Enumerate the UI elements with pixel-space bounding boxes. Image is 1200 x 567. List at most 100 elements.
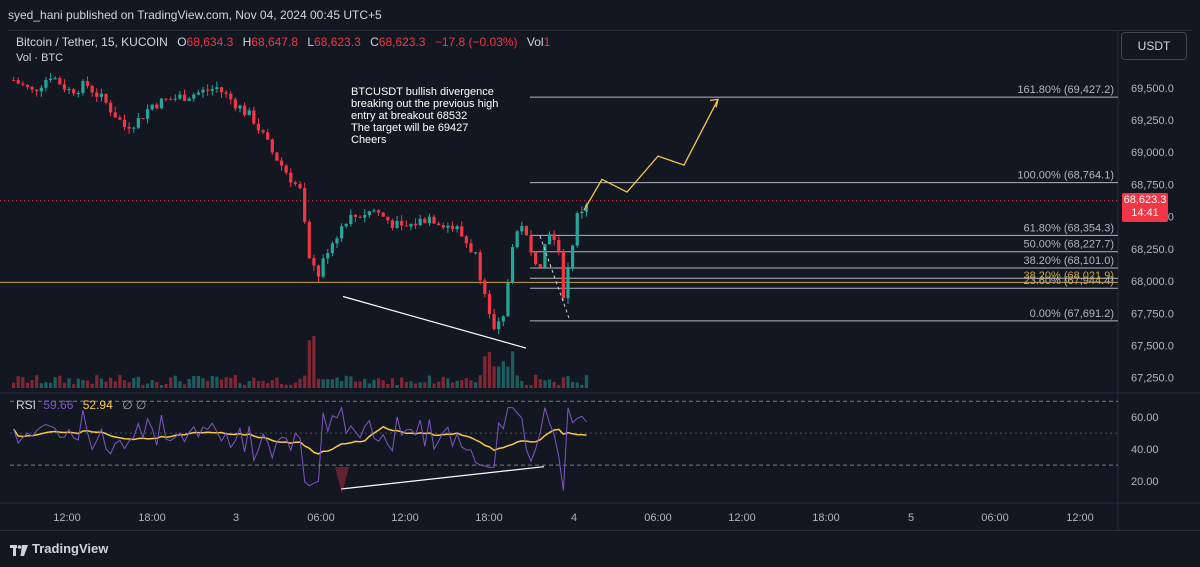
candle-body [298, 183, 302, 189]
volume-bar [524, 384, 529, 388]
volume-bar [229, 377, 233, 388]
volume-bar [372, 379, 376, 388]
volume-bar [446, 378, 450, 388]
candle-body [164, 98, 168, 100]
volume-bar [506, 366, 510, 388]
volume-bar [395, 384, 399, 388]
volume-bar [386, 384, 390, 388]
tradingview-logo[interactable]: TradingView [10, 541, 108, 557]
volume-bar [413, 383, 418, 388]
low-value: 68,623.3 [314, 35, 361, 49]
candle-body [363, 214, 367, 218]
note-line: Cheers [351, 134, 387, 146]
currency-button[interactable]: USDT [1121, 32, 1187, 60]
candle-body [400, 220, 404, 226]
candle-body [25, 84, 30, 87]
trend-drawings [340, 98, 719, 490]
candle-body [293, 182, 298, 184]
volume-bar [566, 376, 570, 388]
fib-level-label: 23.60% (67,944.4) [1023, 275, 1114, 287]
volume-bar [367, 383, 371, 388]
volume-bar [584, 375, 589, 388]
volume-bar [487, 351, 492, 388]
volume-bar [492, 366, 496, 388]
volume-bar [303, 375, 307, 388]
volume-bar [243, 384, 247, 388]
rsi-trendline [340, 466, 545, 490]
candle-body [219, 87, 224, 93]
candle-body [566, 267, 570, 299]
volume-bar [150, 380, 154, 388]
candle-body [196, 92, 200, 95]
volume-bar [501, 361, 505, 388]
volume-bar [192, 375, 196, 388]
candle-body [464, 236, 468, 244]
candle-body [330, 243, 334, 254]
note-line: breaking out the previous high [351, 98, 499, 110]
volume-bar [118, 375, 122, 388]
time-tick-label: 12:00 [1066, 512, 1094, 524]
candle-body [178, 94, 182, 99]
candle-body [118, 117, 122, 120]
price-tick-label: 67,750.0 [1131, 308, 1174, 320]
support-level [0, 200, 1118, 283]
volume-bar [312, 335, 316, 388]
candle-body [547, 234, 552, 245]
time-tick-label: 06:00 [307, 512, 335, 524]
volume-bar [353, 381, 358, 388]
candle-body [261, 130, 265, 133]
volume-bar [474, 382, 478, 388]
volume-bar [12, 382, 16, 388]
fib-level-label: 38.20% (68,101.0) [1023, 255, 1114, 267]
volume-bar [44, 382, 48, 388]
volume-bar [219, 379, 224, 388]
rsi-legend: RSI 59.66 52.94 ∅ ∅ [16, 398, 146, 412]
current-price-tag: 68,623.3 14:41 [1122, 193, 1168, 222]
fib-level-label: 100.00% (68,764.1) [1017, 170, 1114, 182]
price-tick-label: 68,750.0 [1131, 179, 1174, 191]
volume-bar [275, 377, 279, 388]
candle-body [455, 226, 459, 230]
candle-body [136, 118, 140, 128]
volume-bars [12, 335, 589, 388]
candle-body [478, 252, 482, 281]
candle-body [409, 223, 413, 227]
candle-body [279, 160, 284, 166]
candle-body [44, 80, 48, 88]
volume-bar [224, 377, 228, 388]
volume-bar [90, 383, 94, 388]
volume-bar [113, 381, 117, 388]
candle-body [358, 216, 362, 218]
volume-bar [210, 375, 214, 388]
candle-body [30, 86, 34, 90]
fib-level-label: 61.80% (68,354.3) [1023, 222, 1114, 234]
candle-body [21, 83, 25, 85]
candle-body [187, 98, 191, 101]
volume-bar [427, 375, 431, 388]
candle-body [58, 78, 62, 85]
volume-bar [99, 378, 103, 388]
volume-bar [279, 383, 284, 388]
volume-bar [557, 384, 561, 388]
volume-bar [330, 379, 334, 388]
tradingview-logo-icon [10, 544, 28, 557]
candle-body [275, 152, 279, 161]
fib-level-label: 38.20% (68,021.9) [1023, 270, 1114, 282]
price-tick-label: 69,250.0 [1131, 115, 1174, 127]
volume-bar [561, 377, 565, 388]
volume-bar [132, 378, 136, 388]
note-line: entry at breakout 68532 [351, 110, 468, 122]
volume-bar [529, 384, 533, 388]
candle-body [561, 250, 565, 299]
candle-body [515, 231, 519, 248]
volume-bar [335, 377, 339, 388]
volume-bar [141, 384, 145, 388]
candle-body [210, 89, 214, 91]
volume-bar [580, 384, 584, 388]
volume-bar [437, 381, 441, 388]
low-label: L [307, 35, 315, 49]
volume-bar [400, 377, 404, 388]
volume-bar [450, 382, 455, 388]
candle-body [474, 252, 478, 254]
